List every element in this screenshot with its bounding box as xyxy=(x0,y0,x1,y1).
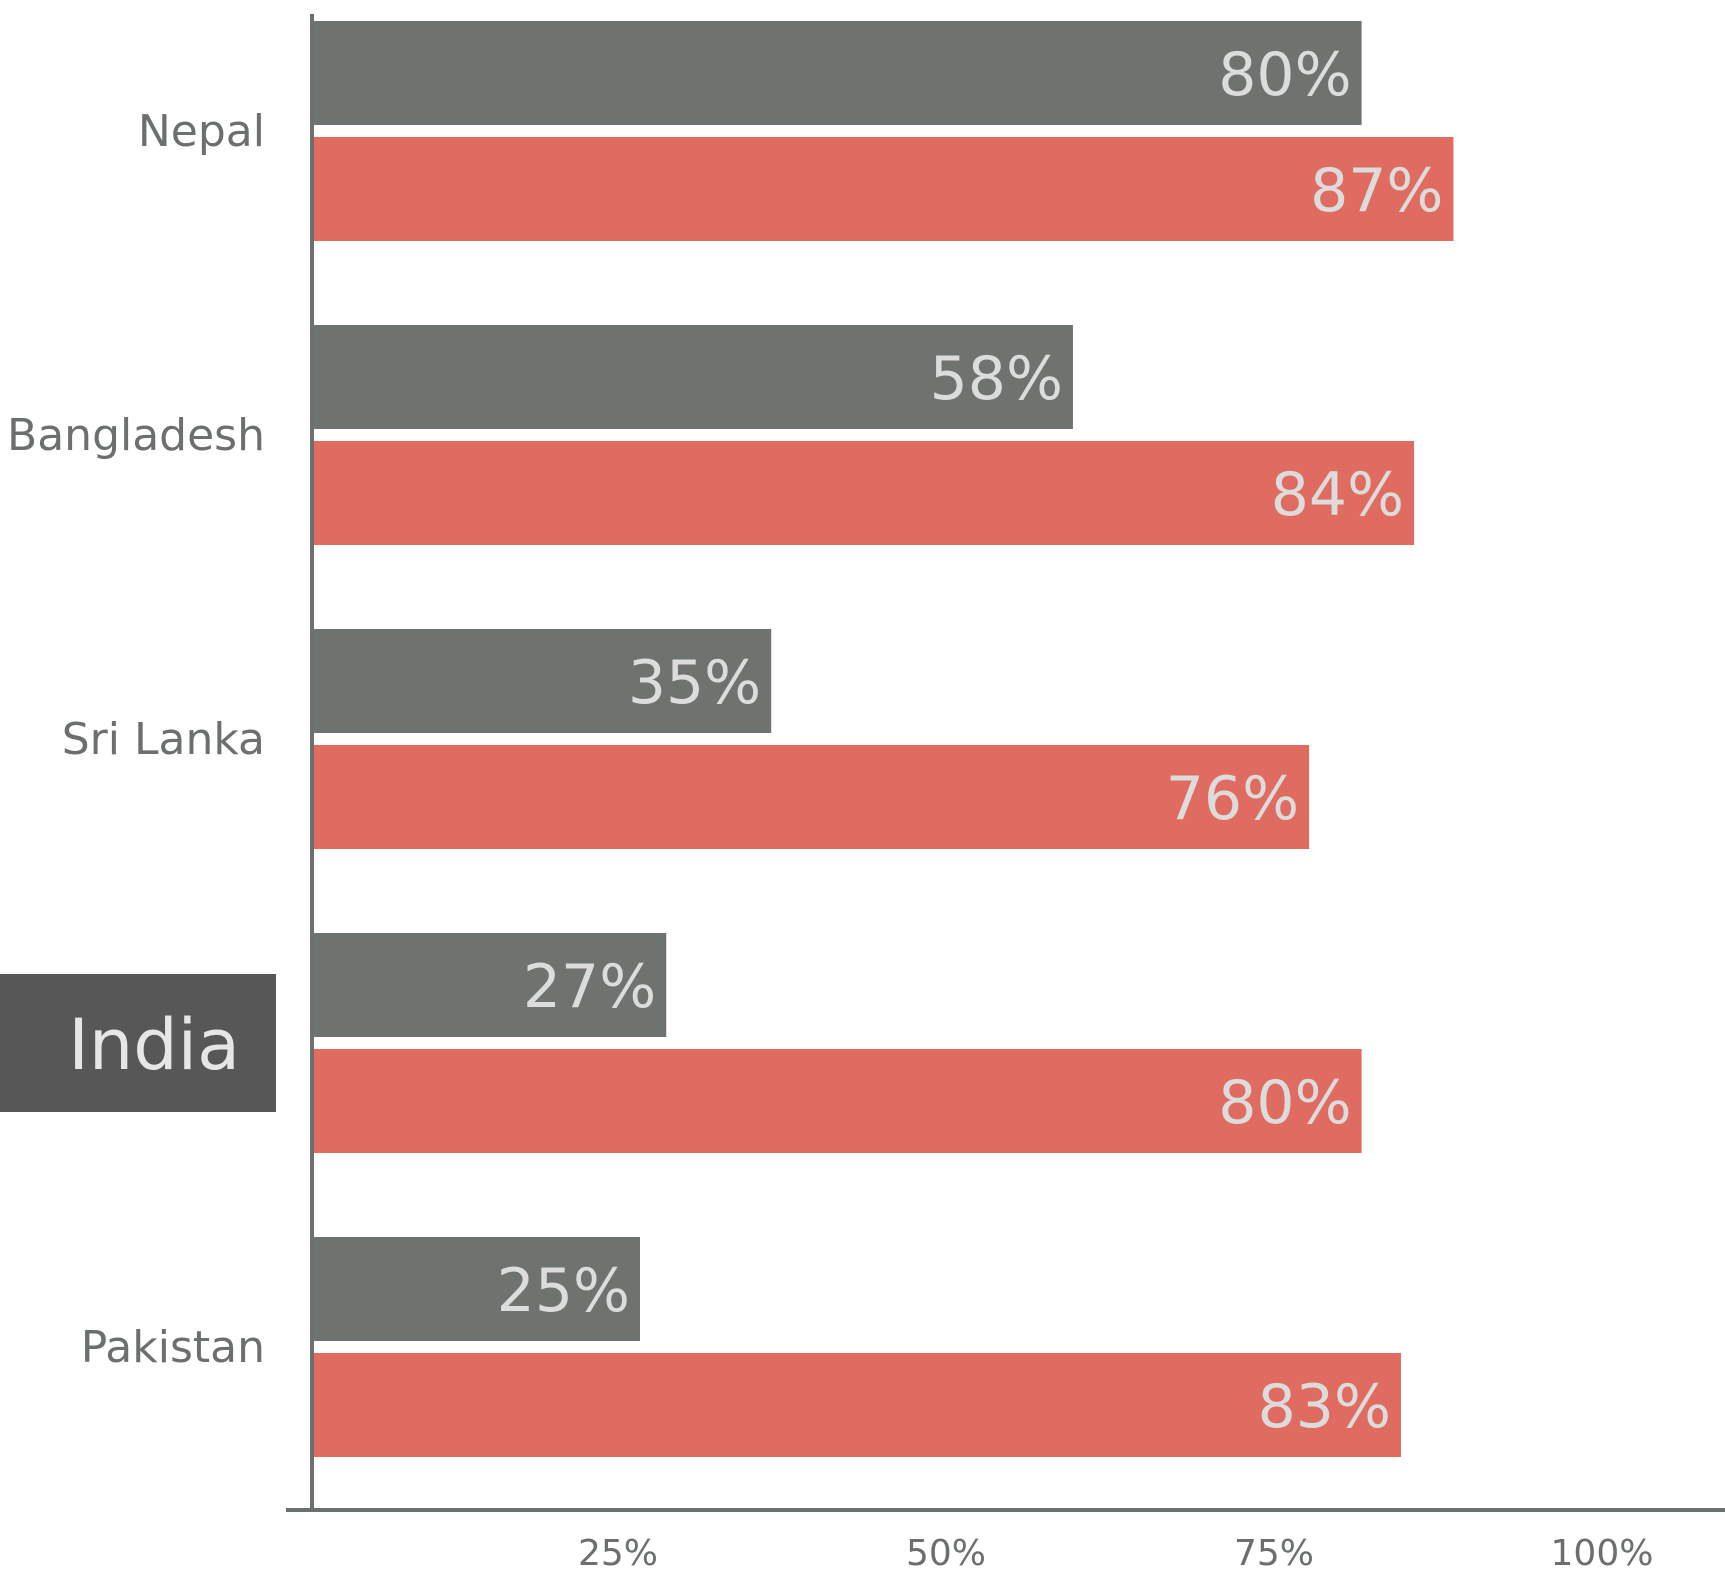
bar-sri-lanka-series-2 xyxy=(312,745,1310,849)
category-label: Sri Lanka xyxy=(62,714,265,765)
bar-value-label: 27% xyxy=(523,952,656,1022)
x-tick-label: 50% xyxy=(906,1533,986,1572)
category-label: Nepal xyxy=(138,106,265,157)
x-tick-label: 100% xyxy=(1551,1533,1654,1572)
category-label: Bangladesh xyxy=(7,410,265,461)
bar-india-series-2 xyxy=(312,1049,1362,1153)
x-tick-label: 75% xyxy=(1234,1533,1314,1572)
bar-bangladesh-series-1 xyxy=(312,325,1073,429)
category-label: Pakistan xyxy=(81,1322,265,1373)
bar-value-label: 83% xyxy=(1258,1372,1391,1442)
bar-india-series-1 xyxy=(312,933,667,1037)
bar-value-label: 35% xyxy=(628,648,761,718)
bar-value-label: 25% xyxy=(497,1256,630,1326)
bar-value-label: 84% xyxy=(1271,460,1404,530)
bar-value-label: 58% xyxy=(930,344,1063,414)
bar-pakistan-series-1 xyxy=(312,1237,640,1341)
bar-value-label: 87% xyxy=(1310,156,1443,226)
bar-pakistan-series-2 xyxy=(312,1353,1401,1457)
bar-bangladesh-series-2 xyxy=(312,441,1415,545)
bar-value-label: 80% xyxy=(1218,40,1351,110)
x-tick-label: 25% xyxy=(578,1533,658,1572)
bar-value-label: 80% xyxy=(1218,1068,1351,1138)
bar-value-label: 76% xyxy=(1166,764,1299,834)
highlight-box xyxy=(0,974,276,1112)
bar-nepal-series-1 xyxy=(312,21,1362,125)
bar-nepal-series-2 xyxy=(312,137,1454,241)
bar-sri-lanka-series-1 xyxy=(312,629,772,733)
category-label-highlighted: India xyxy=(68,1004,240,1086)
